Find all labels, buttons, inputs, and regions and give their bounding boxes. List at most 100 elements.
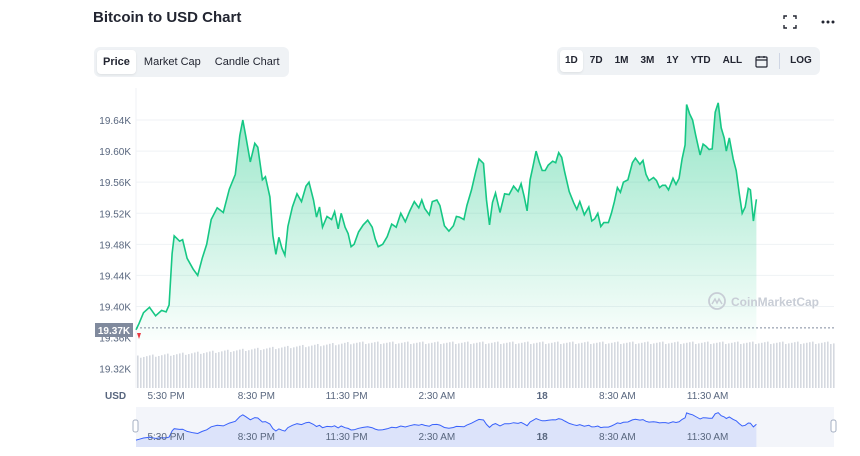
tab-price[interactable]: Price — [97, 50, 136, 74]
volume-bar — [548, 343, 550, 388]
more-icon[interactable] — [818, 12, 838, 32]
volume-axis-label: USD — [105, 391, 126, 402]
range-1m[interactable]: 1M — [614, 55, 629, 66]
volume-bar — [680, 344, 682, 388]
volume-bar — [713, 343, 715, 388]
y-tick-label: 19.48K — [99, 240, 131, 251]
volume-bar — [677, 341, 679, 388]
volume-bar — [164, 354, 166, 388]
volume-bar — [527, 341, 529, 388]
volume-bar — [281, 347, 283, 388]
x-tick-label: 18 — [537, 391, 549, 402]
volume-bar — [479, 342, 481, 388]
y-tick-label: 19.56K — [99, 178, 131, 189]
volume-bar — [311, 345, 313, 388]
volume-bar — [578, 343, 580, 388]
volume-bar — [590, 344, 592, 388]
volume-bar — [482, 341, 484, 388]
volume-bar — [536, 342, 538, 388]
volume-bar — [362, 341, 364, 388]
volume-bar — [725, 344, 727, 388]
y-tick-label: 19.36K — [99, 334, 131, 345]
volume-bar — [644, 342, 646, 388]
volume-bar — [665, 344, 667, 388]
volume-bar — [167, 353, 169, 388]
range-all[interactable]: ALL — [722, 55, 743, 66]
volume-bar — [425, 344, 427, 388]
volume-bar — [497, 341, 499, 388]
volume-bar — [182, 352, 184, 388]
volume-bar — [233, 351, 235, 388]
volume-bar — [521, 342, 523, 388]
x-tick-label: 2:30 AM — [419, 391, 456, 402]
volume-bar — [710, 344, 712, 388]
volume-bar — [278, 348, 280, 388]
volume-bar — [728, 343, 730, 388]
volume-bar — [401, 342, 403, 388]
y-tick-label: 19.52K — [99, 209, 131, 220]
volume-bar — [395, 344, 397, 388]
volume-bar — [374, 342, 376, 388]
volume-bar — [371, 342, 373, 388]
volume-bar — [638, 343, 640, 388]
volume-bar — [398, 343, 400, 388]
navigator[interactable]: 5:30 PM 8:30 PM 11:30 PM 2:30 AM 18 8:30 AM 11… — [132, 407, 837, 447]
volume-bar — [248, 350, 250, 388]
volume-bar — [194, 352, 196, 388]
calendar-icon[interactable] — [749, 50, 774, 72]
volume-bar — [563, 343, 565, 388]
volume-bar — [239, 349, 241, 388]
volume-bar — [785, 344, 787, 388]
volume-bar — [416, 342, 418, 388]
volume-bar — [242, 348, 244, 388]
volume-bar — [743, 343, 745, 388]
volume-bar — [707, 341, 709, 388]
range-divider — [779, 53, 781, 69]
volume-bar — [554, 342, 556, 388]
tab-candle-chart[interactable]: Candle Chart — [214, 56, 280, 68]
range-ytd[interactable]: YTD — [690, 55, 711, 66]
range-1y[interactable]: 1Y — [666, 55, 679, 66]
navigator-right-handle[interactable] — [830, 419, 837, 433]
volume-bar — [212, 350, 214, 388]
volume-bar — [140, 357, 142, 388]
volume-bar — [824, 342, 826, 388]
volume-bar — [221, 351, 223, 388]
navigator-area — [136, 412, 757, 447]
volume-bar — [419, 342, 421, 388]
volume-bar — [773, 343, 775, 388]
navigator-left-handle[interactable] — [132, 419, 139, 433]
range-7d[interactable]: 7D — [589, 55, 603, 66]
volume-bar — [647, 341, 649, 388]
navigator-tick-label: 11:30 AM — [687, 432, 729, 443]
volume-bar — [359, 342, 361, 388]
volume-bar — [263, 349, 265, 388]
volume-bar — [518, 343, 520, 388]
volume-bar — [266, 348, 268, 388]
range-3m[interactable]: 3M — [640, 55, 655, 66]
volume-bar — [740, 344, 742, 388]
tab-market-cap[interactable]: Market Cap — [143, 56, 201, 68]
volume-bar — [794, 342, 796, 388]
volume-bar — [350, 344, 352, 388]
volume-bar — [767, 341, 769, 388]
volume-bar — [317, 343, 319, 388]
volume-bar — [776, 342, 778, 388]
volume-bar — [206, 352, 208, 388]
log-toggle[interactable]: LOG — [790, 55, 812, 66]
volume-bar — [827, 341, 829, 388]
volume-bar — [344, 342, 346, 388]
volume-bar — [209, 351, 211, 388]
volume-bar — [254, 348, 256, 388]
volume-bar — [764, 342, 766, 388]
volume-bar — [494, 342, 496, 388]
range-1d[interactable]: 1D — [560, 50, 583, 72]
volume-bar — [272, 346, 274, 388]
volume-bar — [428, 343, 430, 388]
volume-bar — [293, 347, 295, 388]
volume-bar — [410, 344, 412, 388]
volume-bar — [662, 341, 664, 388]
fullscreen-icon[interactable] — [780, 12, 800, 32]
volume-bar — [188, 354, 190, 388]
volume-bar — [137, 355, 139, 388]
